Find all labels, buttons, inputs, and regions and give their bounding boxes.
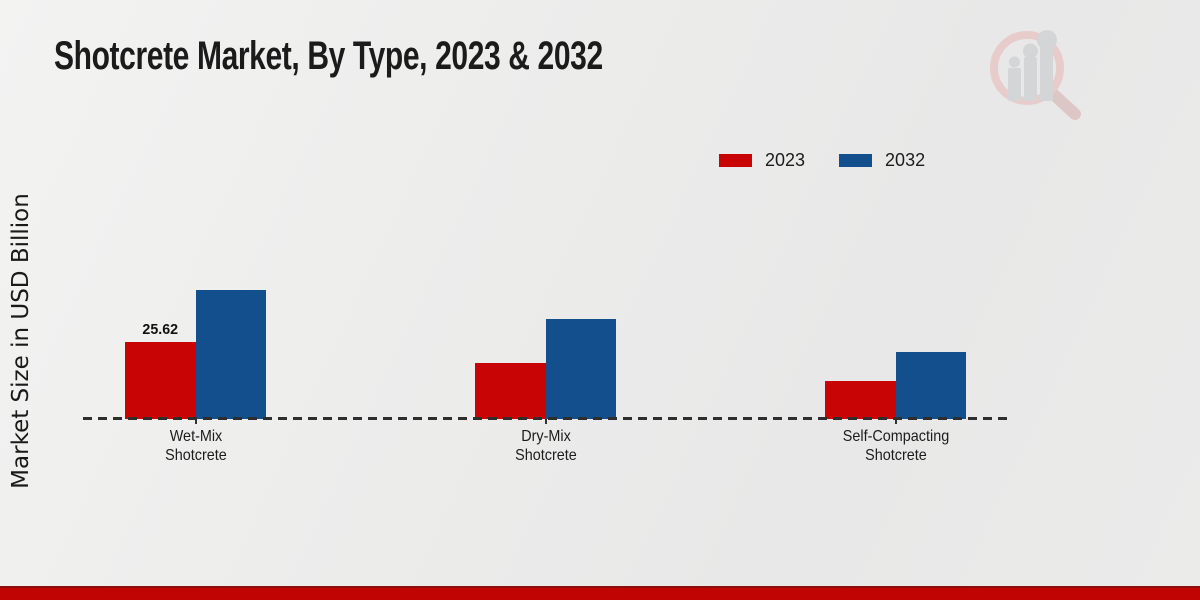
- category-label-dry-mix-shotcrete: Dry-Mix Shotcrete: [514, 428, 577, 464]
- legend: 2023 2032: [719, 150, 925, 171]
- bar-2023-dry-mix-shotcrete: [475, 363, 546, 419]
- bar-2032-wet-mix-shotcrete: [195, 290, 267, 419]
- legend-label-2023: 2023: [765, 150, 806, 170]
- bar-2023-wet-mix-shotcrete: [125, 342, 196, 419]
- legend-label-2032: 2032: [885, 150, 926, 170]
- category-label-self-compacting-shotcrete: Self-Compacting Shotcrete: [842, 428, 949, 464]
- chart-title: Shotcrete Market, By Type, 2023 & 2032: [54, 34, 603, 78]
- category-label-wet-mix-shotcrete: Wet-Mix Shotcrete: [164, 428, 227, 464]
- bar-2023-self-compacting-shotcrete: [825, 380, 896, 419]
- legend-item-2023: 2023: [719, 150, 805, 171]
- bar-2032-self-compacting-shotcrete: [895, 351, 967, 419]
- bar-value-label-2023-wet-mix-shotcrete: 25.62: [142, 321, 179, 338]
- x-axis-tick-dry-mix-shotcrete: [544, 419, 547, 424]
- x-axis-tick-wet-mix-shotcrete: [194, 419, 197, 424]
- legend-swatch-2032: [839, 154, 873, 167]
- brand-watermark-icon: [990, 30, 1081, 120]
- x-axis-tick-self-compacting-shotcrete: [894, 419, 897, 424]
- x-axis-baseline: [83, 417, 1007, 420]
- legend-swatch-2023: [719, 154, 752, 167]
- legend-item-2032: 2032: [839, 150, 925, 171]
- bar-2032-dry-mix-shotcrete: [545, 318, 617, 419]
- footer-accent-bar: [0, 586, 1200, 600]
